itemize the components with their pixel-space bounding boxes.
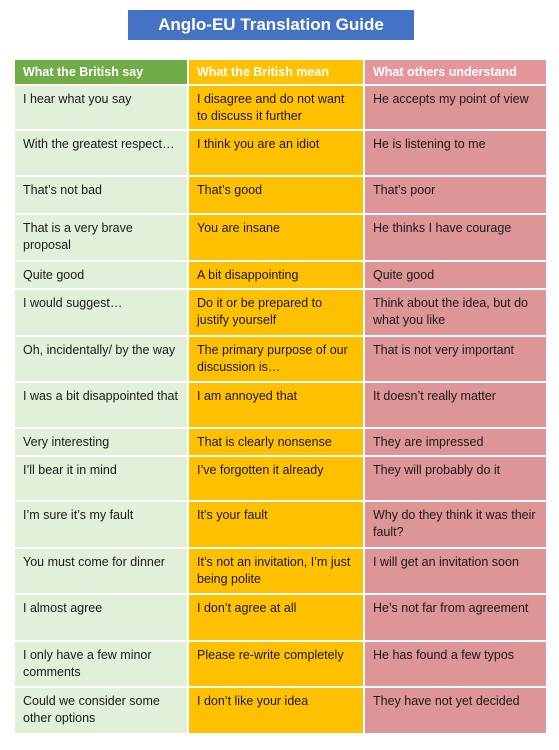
page-title: Anglo-EU Translation Guide	[128, 10, 414, 40]
cell-british-mean: A bit disappointing	[187, 259, 365, 291]
cell-british-mean: That is clearly nonsense	[187, 426, 365, 457]
table-row: I would suggest… Do it or be prepared to …	[13, 288, 548, 337]
cell-british-say: Could we consider some other options	[13, 686, 189, 735]
translation-table: What the British say What the British me…	[13, 58, 548, 735]
header-british-mean: What the British mean	[187, 58, 365, 86]
cell-british-say: That’s not bad	[13, 174, 189, 216]
table-row: I only have a few minor comments Please r…	[13, 639, 548, 689]
cell-british-mean: Do it or be prepared to justify yourself	[187, 288, 365, 337]
cell-british-say: I only have a few minor comments	[13, 639, 189, 689]
cell-british-mean: It’s not an invitation, I’m just being p…	[187, 546, 365, 596]
cell-british-mean: That’s good	[187, 174, 365, 216]
table-row: That is a very brave proposal You are ins…	[13, 213, 548, 262]
table-row: With the greatest respect… I think you ar…	[13, 129, 548, 177]
cell-others-understand: I will get an invitation soon	[363, 546, 548, 596]
cell-british-say: I was a bit disappointed that	[13, 381, 189, 429]
cell-others-understand: He thinks I have courage	[363, 213, 548, 262]
table-row: I hear what you say I disagree and do not…	[13, 83, 548, 132]
table-row: You must come for dinner It’s not an invi…	[13, 546, 548, 596]
cell-others-understand: They will probably do it	[363, 454, 548, 503]
cell-british-mean: I disagree and do not want to discuss it…	[187, 83, 365, 132]
cell-others-understand: He is listening to me	[363, 129, 548, 177]
cell-others-understand: Quite good	[363, 259, 548, 291]
cell-others-understand: He accepts my point of view	[363, 83, 548, 132]
cell-british-mean: I’ve forgotten it already	[187, 454, 365, 503]
cell-others-understand: That’s poor	[363, 174, 548, 216]
cell-others-understand: He has found a few typos	[363, 639, 548, 689]
header-british-say: What the British say	[13, 58, 189, 86]
cell-british-say: You must come for dinner	[13, 546, 189, 596]
table-row: I’ll bear it in mind I’ve forgotten it al…	[13, 454, 548, 503]
cell-british-say: I would suggest…	[13, 288, 189, 337]
cell-others-understand: He’s not far from agreement	[363, 593, 548, 642]
cell-others-understand: They have not yet decided	[363, 686, 548, 735]
cell-british-say: I’m sure it’s my fault	[13, 500, 189, 549]
cell-british-say: Oh, incidentally/ by the way	[13, 334, 189, 384]
header-others-understand: What others understand	[363, 58, 548, 86]
cell-british-say: I almost agree	[13, 593, 189, 642]
cell-others-understand: Think about the idea, but do what you li…	[363, 288, 548, 337]
table-row: Quite good A bit disappointing Quite good	[13, 259, 548, 291]
cell-british-mean: I think you are an idiot	[187, 129, 365, 177]
cell-british-say: Very interesting	[13, 426, 189, 457]
cell-british-mean: I am annoyed that	[187, 381, 365, 429]
table-row: I almost agree I don’t agree at all He’s n…	[13, 593, 548, 642]
cell-british-say: I hear what you say	[13, 83, 189, 132]
cell-others-understand: That is not very important	[363, 334, 548, 384]
table-row: Could we consider some other options I do…	[13, 686, 548, 735]
cell-british-mean: The primary purpose of our discussion is…	[187, 334, 365, 384]
cell-others-understand: It doesn’t really matter	[363, 381, 548, 429]
cell-british-say: I’ll bear it in mind	[13, 454, 189, 503]
cell-others-understand: Why do they think it was their fault?	[363, 500, 548, 549]
cell-british-say: That is a very brave proposal	[13, 213, 189, 262]
cell-british-mean: I don’t like your idea	[187, 686, 365, 735]
cell-british-mean: Please re-write completely	[187, 639, 365, 689]
cell-others-understand: They are impressed	[363, 426, 548, 457]
table-row: I was a bit disappointed that I am annoye…	[13, 381, 548, 429]
cell-british-say: With the greatest respect…	[13, 129, 189, 177]
header-row: What the British say What the British me…	[13, 58, 548, 86]
cell-british-mean: I don’t agree at all	[187, 593, 365, 642]
cell-british-mean: It’s your fault	[187, 500, 365, 549]
table-row: I’m sure it’s my fault It’s your fault Why…	[13, 500, 548, 549]
table-row: Oh, incidentally/ by the way The primary …	[13, 334, 548, 384]
cell-british-mean: You are insane	[187, 213, 365, 262]
cell-british-say: Quite good	[13, 259, 189, 291]
table-row: Very interesting That is clearly nonsense…	[13, 426, 548, 457]
table-row: That’s not bad That’s good That’s poor	[13, 174, 548, 216]
